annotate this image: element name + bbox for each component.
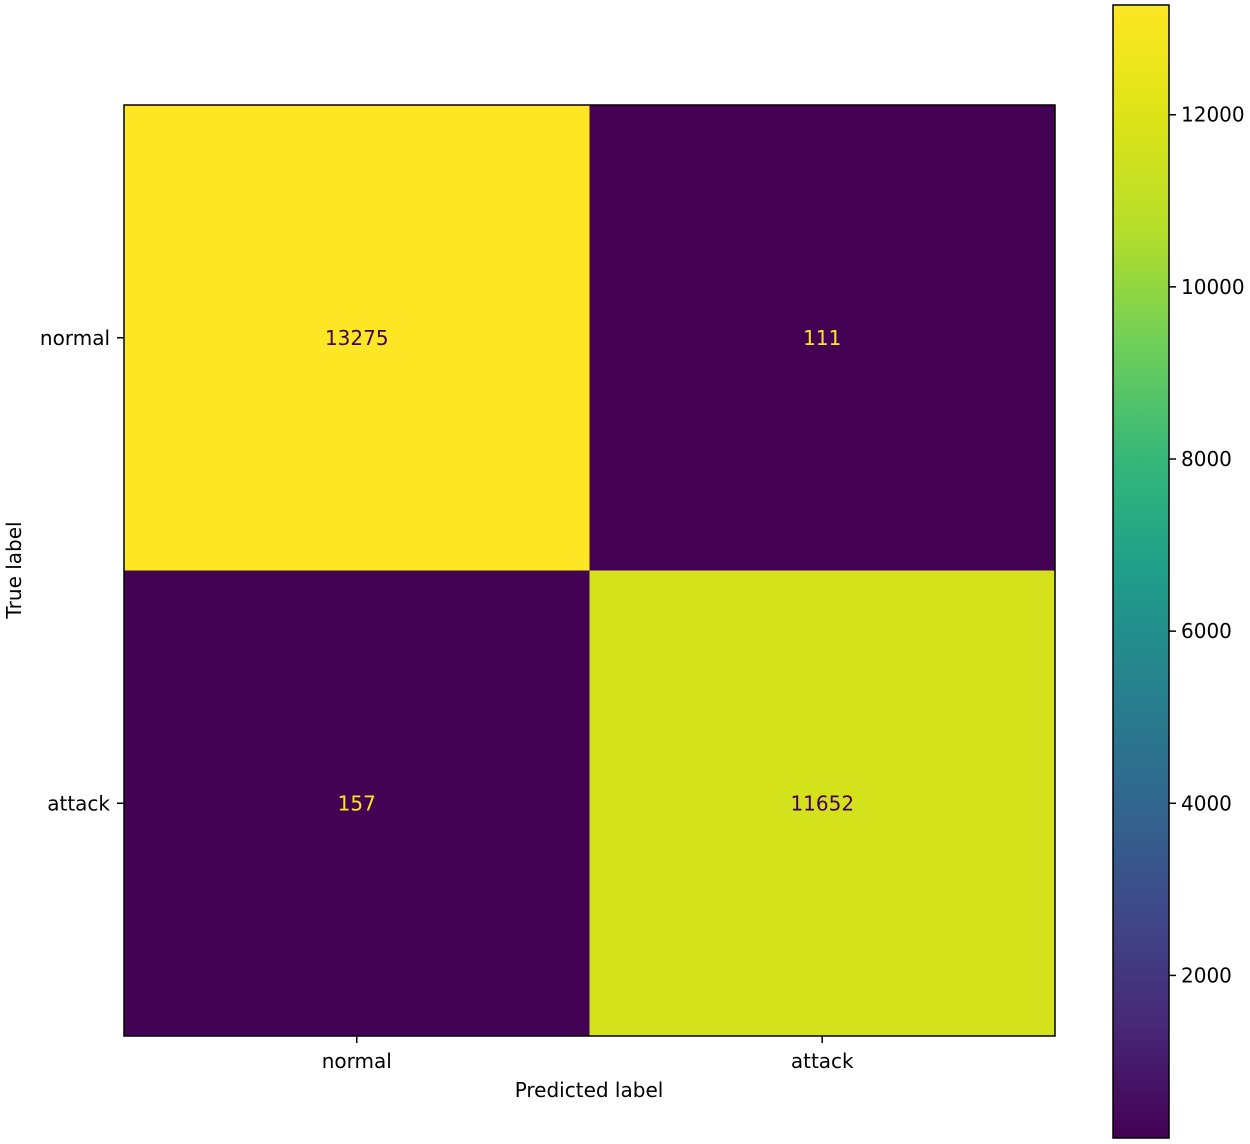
matrix-cells bbox=[124, 105, 1056, 1037]
colorbar bbox=[1112, 4, 1170, 1139]
cell-value-label: 157 bbox=[338, 791, 376, 815]
matrix-cell-attack-attack bbox=[589, 570, 1056, 1037]
y-tick-label: attack bbox=[47, 791, 110, 815]
x-tick-label: normal bbox=[322, 1049, 392, 1073]
matrix-cell-normal-normal bbox=[124, 105, 590, 571]
plot-frame bbox=[123, 104, 1056, 1037]
colorbar-tick-label: 2000 bbox=[1181, 963, 1232, 987]
colorbar-tick-label: 4000 bbox=[1181, 791, 1232, 815]
cell-value-label: 11652 bbox=[790, 791, 854, 815]
y-tick-label: normal bbox=[40, 326, 110, 350]
colorbar-ticks: 2000 4000 6000 8000 10000 12000 bbox=[1169, 103, 1245, 987]
matrix-cell-normal-attack bbox=[589, 105, 1056, 571]
y-axis-ticks: normal attack bbox=[40, 326, 124, 815]
colorbar-tick-label: 12000 bbox=[1181, 103, 1245, 127]
colorbar-tick-label: 10000 bbox=[1181, 275, 1245, 299]
x-axis-label: Predicted label bbox=[515, 1078, 664, 1102]
cell-labels: 13275 111 157 11652 bbox=[325, 326, 854, 816]
y-axis-label: True label bbox=[2, 521, 26, 619]
cell-value-label: 111 bbox=[803, 326, 841, 350]
x-tick-label: attack bbox=[791, 1049, 854, 1073]
matrix-cell-attack-normal bbox=[124, 570, 590, 1037]
cell-value-label: 13275 bbox=[325, 326, 389, 350]
x-axis-ticks: normal attack bbox=[322, 1036, 854, 1073]
colorbar-tick-label: 8000 bbox=[1181, 447, 1232, 471]
colorbar-tick-label: 6000 bbox=[1181, 619, 1232, 643]
